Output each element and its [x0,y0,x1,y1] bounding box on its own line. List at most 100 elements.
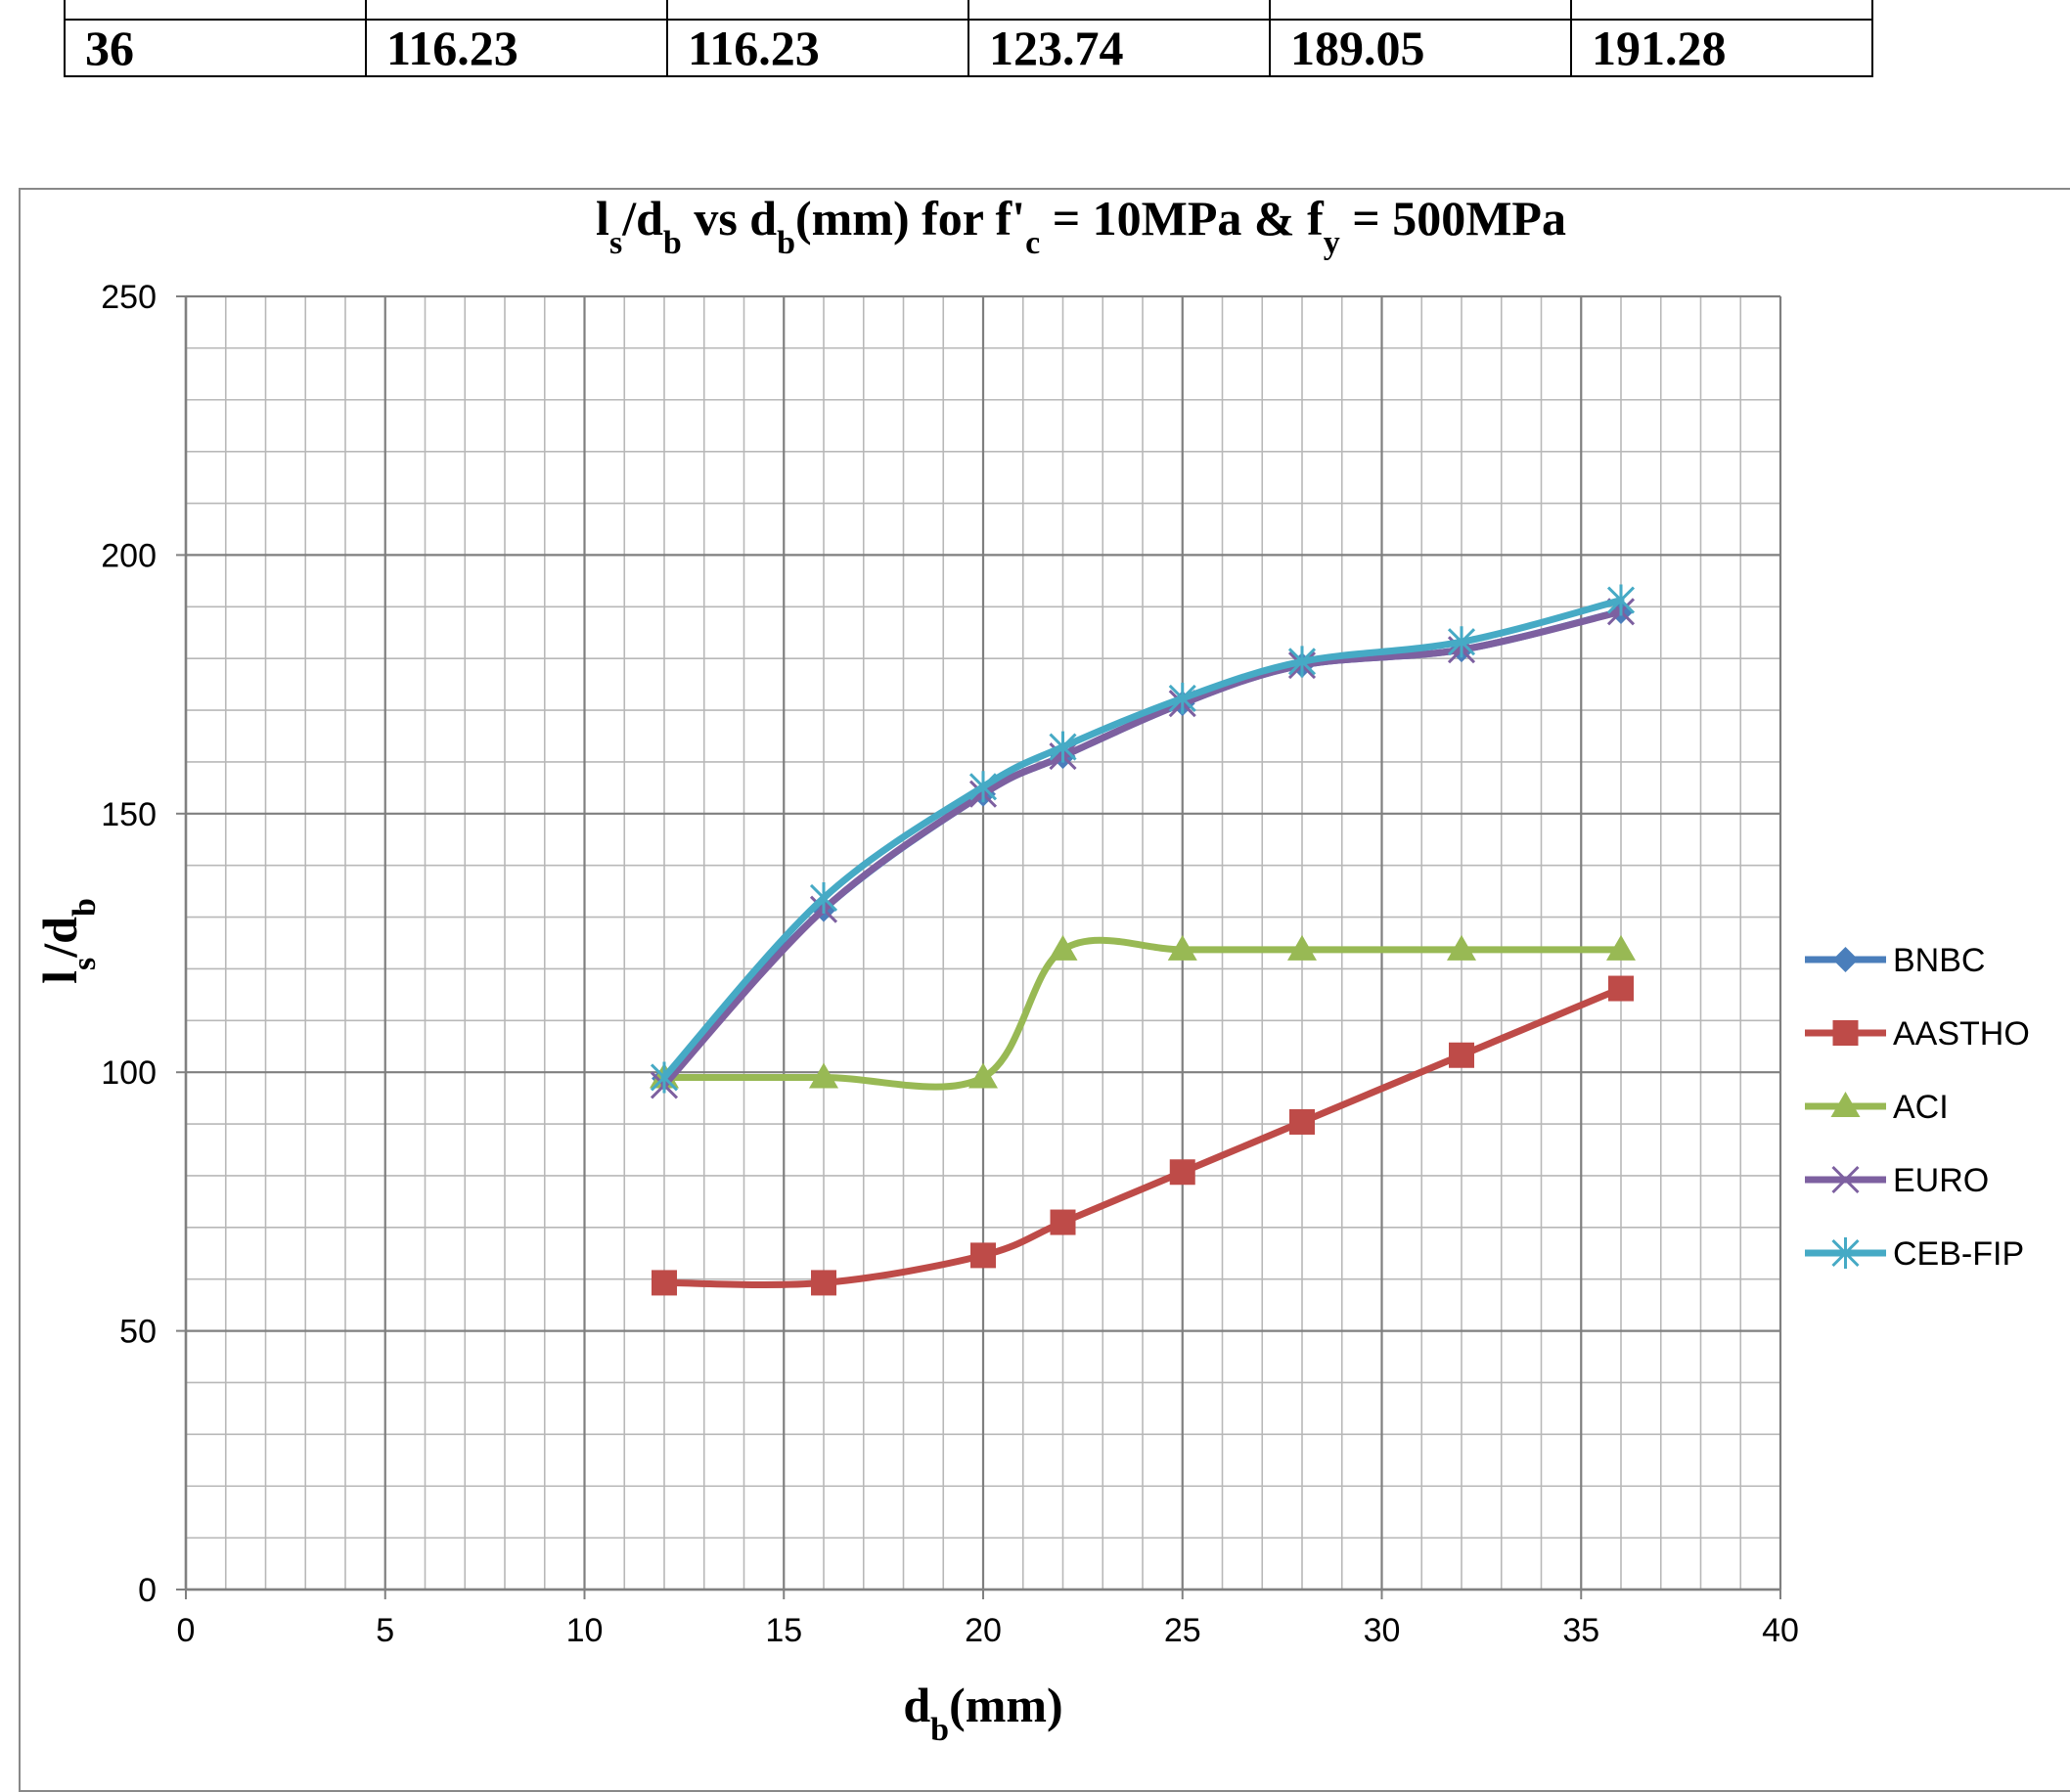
y-axis-label-subscript: b [67,898,103,917]
chart-title: ls/db vs db(mm) for f'c = 10MPa & fy = 5… [596,191,1566,261]
table-cell: 116.23 [666,19,969,77]
x-tick-label: 40 [1762,1612,1799,1649]
legend-item-euro: EURO [1805,1162,1989,1199]
table-cell: 36 [64,19,367,77]
data-point-marker [1606,584,1636,616]
table-cell: 123.74 [968,0,1271,21]
table-cell-text: 183.18 [1592,0,1727,7]
data-point-marker [1606,934,1636,961]
chart-title-subscript: y [1324,225,1340,261]
legend-label: CEB-FIP [1893,1235,2024,1273]
y-axis-label-segment: /d [32,917,87,959]
legend-marker [1831,1165,1860,1194]
x-tick-label: 15 [765,1612,802,1649]
table-cell: 103.32 [365,0,668,21]
data-point-marker [1447,934,1476,961]
legend-marker [1832,947,1859,972]
x-tick-label: 20 [965,1612,1002,1649]
legend-marker [1831,1237,1860,1269]
table-cell-text: 123.74 [989,0,1124,7]
legend-label: ACI [1893,1089,1949,1126]
legend-label: EURO [1893,1162,1989,1199]
legend-item-ceb-fip: CEB-FIP [1805,1235,2024,1273]
legend-item-aastho: AASTHO [1805,1015,2030,1053]
y-axis-label: ls/db [32,898,103,984]
data-point-marker [1449,1042,1474,1068]
table-cell-text: 181.72 [1290,0,1425,7]
data-point-marker [1287,934,1317,961]
x-tick-label: 25 [1164,1612,1201,1649]
data-point-marker [650,1061,679,1094]
data-point-marker [652,1270,677,1296]
legend-item-bnbc: BNBC [1805,942,1985,979]
x-tick-label: 35 [1562,1612,1599,1649]
data-point-marker [1169,1159,1195,1186]
chart-title-segment: vs d [682,191,777,246]
table-cell: 123.74 [968,19,1271,77]
x-tick-label: 0 [177,1612,196,1649]
x-axis-label-segment: d [903,1678,930,1732]
data-point-marker [970,1242,996,1269]
chart-title-subscript: b [777,225,795,261]
data-point-marker [1050,1209,1076,1235]
table-cell-text: 116.23 [386,21,518,75]
table-cell-text: 191.28 [1592,21,1727,75]
x-axis-label-subscript: b [930,1712,949,1748]
data-point-marker [1608,975,1634,1002]
table-cell: 116.23 [365,19,668,77]
chart-title-segment: l [596,191,609,246]
x-tick-label: 5 [376,1612,394,1649]
y-axis-label-subscript: s [67,958,103,970]
data-point-marker [1048,934,1078,961]
table-cell: 103.32 [666,0,969,21]
table-cell: 181.72 [1269,0,1572,21]
chart-title-segment: = 500MPa [1340,191,1566,246]
table-cell: 189.05 [1269,19,1572,77]
series-aastho [652,975,1634,1296]
chart-title-subscript: s [609,225,622,261]
data-point-marker [1287,646,1317,678]
table-cell-text: 36 [85,21,134,75]
chart-title-segment: /d [621,191,663,246]
chart-title-subscript: c [1025,225,1040,261]
data-point-marker [1168,682,1196,714]
table-row: 36 116.23 116.23 123.74 189.05 191.28 [64,19,1873,77]
table-cell-text: 123.74 [989,21,1124,75]
data-point-marker [809,881,838,914]
table-cell: 32 [64,0,367,21]
x-axis-label-segment: (mm) [949,1678,1063,1732]
series-ceb-fip [650,584,1636,1094]
table-row: 32 103.32 103.32 123.74 181.72 183.18 [64,0,1873,21]
series-line [660,936,1625,1091]
x-axis-label: db(mm) [903,1678,1062,1748]
legend-marker [1830,1092,1861,1117]
data-point-marker [809,1062,838,1089]
data-point-marker [968,771,998,803]
table-cell-text: 103.32 [386,0,521,7]
y-tick-label: 200 [101,537,157,574]
legend-label: AASTHO [1893,1015,2030,1053]
y-tick-label: 50 [119,1314,157,1351]
legend: BNBC AASTHO ACI EURO CEB-FIP [1805,942,2030,1273]
data-table-section: 32 103.32 103.32 123.74 181.72 183.18 36 116.23… [0,0,2070,78]
x-tick-label: 30 [1364,1612,1401,1649]
data-point-marker [1289,1108,1315,1135]
chart-title-subscript: b [663,225,682,261]
chart-title-segment: = 10MPa & f [1040,191,1325,246]
y-tick-label: 100 [101,1054,157,1092]
table-cell-text: 32 [85,0,134,7]
table-cell-text: 116.23 [688,21,820,75]
data-point-marker [1167,934,1197,961]
table-cell-text: 189.05 [1290,21,1425,75]
data-point-marker [1049,731,1077,763]
legend-item-aci: ACI [1805,1089,1949,1126]
data-table: 32 103.32 103.32 123.74 181.72 183.18 36 116.23… [64,0,1873,77]
data-point-marker [1447,626,1476,658]
table-cell-text: 103.32 [688,0,823,7]
data-point-marker [968,1062,998,1089]
x-tick-label: 10 [566,1612,604,1649]
data-point-marker [811,1270,836,1296]
legend-marker [1832,1020,1859,1046]
table-cell: 183.18 [1570,0,1873,21]
